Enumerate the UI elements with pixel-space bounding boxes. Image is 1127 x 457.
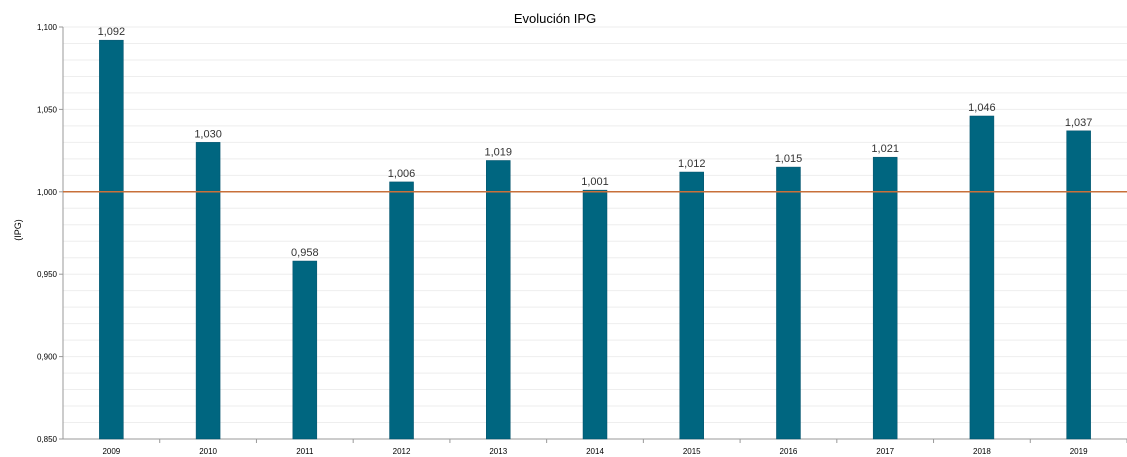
y-tick-label: 1,000 [37,188,58,197]
x-tick-label: 2012 [393,447,411,456]
data-label: 1,092 [98,26,126,38]
x-tick-label: 2011 [296,447,314,456]
bar [582,189,608,440]
data-label: 1,015 [775,153,803,165]
x-tick-label: 2016 [780,447,798,456]
y-tick-label: 0,850 [37,435,58,444]
y-tick-label: 0,900 [37,353,58,362]
bar [872,156,898,440]
bar [1066,130,1091,440]
data-label: 1,021 [871,143,899,155]
bar [776,166,801,440]
bar [679,171,704,440]
bar [969,115,995,440]
x-tick-label: 2017 [876,447,894,456]
data-label: 1,037 [1065,117,1093,129]
x-tick-label: 2009 [102,447,120,456]
bar [389,181,414,440]
bar [486,160,511,440]
bar [99,39,124,440]
y-tick-label: 0,950 [37,270,58,279]
bar [292,260,318,440]
y-tick-label: 1,100 [37,23,58,32]
x-tick-label: 2018 [973,447,991,456]
data-label: 1,030 [194,128,222,140]
data-label: 1,006 [388,168,416,180]
data-label: 1,001 [581,176,609,188]
data-label: 1,019 [485,146,513,158]
x-tick-label: 2010 [199,447,217,456]
data-label: 1,012 [678,158,706,170]
data-label: 1,046 [968,102,996,114]
x-tick-label: 2013 [489,447,507,456]
x-tick-label: 2014 [586,447,604,456]
bar [195,142,221,440]
y-tick-label: 1,050 [37,105,58,114]
chart-title: Evolución IPG [513,11,597,26]
x-tick-label: 2019 [1070,447,1088,456]
data-label: 0,958 [291,247,319,259]
x-tick-label: 2015 [683,447,701,456]
